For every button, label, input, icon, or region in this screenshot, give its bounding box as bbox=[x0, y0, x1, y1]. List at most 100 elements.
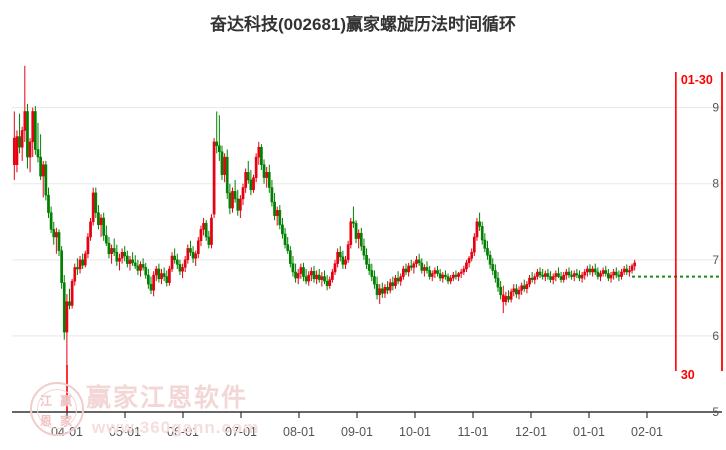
candle-body bbox=[83, 253, 87, 266]
candle-body bbox=[170, 255, 174, 270]
candle bbox=[491, 258, 495, 276]
candle bbox=[344, 256, 347, 269]
candle-body bbox=[244, 172, 247, 188]
candle-body bbox=[328, 279, 332, 286]
candle-body bbox=[257, 146, 261, 158]
candle bbox=[533, 273, 537, 285]
candle bbox=[417, 253, 421, 266]
candle bbox=[228, 183, 232, 215]
candle-body bbox=[367, 264, 371, 271]
candle-body bbox=[449, 277, 453, 282]
candle-body bbox=[12, 137, 16, 165]
candle-body bbox=[123, 251, 127, 257]
candle bbox=[567, 267, 571, 279]
candle bbox=[33, 106, 37, 155]
candle-body bbox=[286, 244, 290, 251]
x-tick-labels-group: 04-01 05-01 06-01 07-01 08-01 09-01 10-01 11-01… bbox=[51, 425, 663, 439]
candle bbox=[607, 268, 610, 282]
candle bbox=[181, 263, 184, 279]
candle bbox=[144, 262, 148, 279]
candle-body bbox=[220, 151, 224, 175]
candle-body bbox=[528, 277, 531, 285]
candle-body bbox=[315, 274, 318, 280]
candle-body bbox=[412, 263, 416, 268]
candle bbox=[218, 115, 221, 161]
candle bbox=[583, 268, 587, 280]
candle bbox=[81, 253, 85, 269]
candle-body bbox=[228, 192, 232, 209]
x-tick-label: 07-01 bbox=[225, 425, 257, 439]
candle-body bbox=[218, 145, 221, 153]
candle-body bbox=[496, 277, 500, 288]
candle bbox=[86, 233, 90, 259]
candle-body bbox=[307, 274, 311, 282]
candle-body bbox=[512, 288, 516, 293]
cycle-marker-label-top: 01-30 bbox=[681, 73, 713, 87]
candle bbox=[252, 174, 255, 193]
candle bbox=[512, 284, 516, 297]
x-tick-label: 12-01 bbox=[515, 425, 547, 439]
candle bbox=[441, 272, 445, 283]
candle bbox=[31, 107, 35, 158]
candle-body bbox=[628, 270, 631, 273]
candle bbox=[609, 272, 613, 283]
candle-body bbox=[194, 253, 198, 259]
candle bbox=[625, 264, 629, 276]
candle bbox=[349, 217, 353, 249]
candle bbox=[233, 179, 237, 203]
candle-body bbox=[262, 164, 266, 178]
candle bbox=[323, 270, 326, 285]
candle bbox=[231, 187, 234, 213]
candle-body bbox=[20, 130, 24, 148]
candle-body bbox=[344, 259, 347, 265]
candle bbox=[564, 268, 568, 280]
candle bbox=[23, 65, 27, 142]
candle bbox=[328, 276, 332, 289]
candle bbox=[65, 294, 69, 368]
candle bbox=[465, 259, 468, 272]
candle bbox=[617, 270, 621, 282]
candle bbox=[286, 237, 290, 254]
candle-body bbox=[183, 259, 187, 268]
candle bbox=[380, 282, 384, 298]
candle bbox=[281, 217, 284, 239]
candle-body bbox=[76, 267, 79, 270]
candle bbox=[546, 268, 550, 280]
candle-body bbox=[391, 282, 395, 286]
candle bbox=[278, 205, 282, 230]
candle bbox=[270, 179, 274, 207]
candle-body bbox=[404, 268, 408, 273]
candle bbox=[49, 206, 53, 234]
candle-body bbox=[444, 274, 447, 277]
candle-body bbox=[499, 286, 502, 296]
candle-body bbox=[441, 274, 445, 279]
candle bbox=[551, 273, 555, 285]
candle bbox=[18, 113, 21, 154]
candle bbox=[39, 134, 42, 180]
candle-body bbox=[622, 268, 626, 273]
candle-body bbox=[491, 264, 495, 271]
candle bbox=[601, 267, 605, 277]
candle-body bbox=[225, 156, 229, 194]
candle-body bbox=[559, 276, 563, 280]
candle-body bbox=[23, 111, 27, 131]
candle-body bbox=[617, 274, 621, 277]
candle bbox=[215, 111, 219, 154]
candle-body bbox=[525, 283, 529, 289]
candle bbox=[73, 263, 77, 286]
candle-body bbox=[199, 229, 203, 242]
candle-body bbox=[507, 296, 510, 300]
candle bbox=[173, 248, 177, 264]
candle bbox=[357, 229, 361, 249]
candle-body bbox=[241, 187, 245, 200]
candle-body bbox=[260, 146, 263, 165]
candle-body bbox=[375, 283, 379, 296]
candle-body bbox=[91, 192, 95, 223]
candle-body bbox=[475, 221, 479, 238]
candle-body bbox=[99, 217, 103, 226]
candle bbox=[47, 187, 50, 218]
candle bbox=[207, 230, 211, 249]
candle bbox=[420, 258, 424, 274]
candle-body bbox=[249, 179, 253, 191]
candle-body bbox=[325, 280, 329, 286]
